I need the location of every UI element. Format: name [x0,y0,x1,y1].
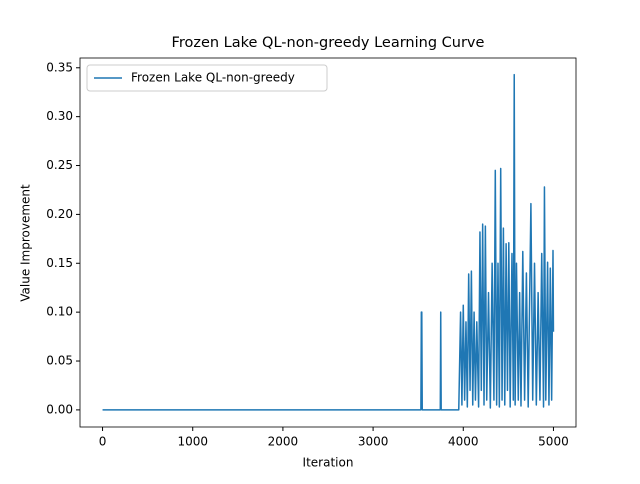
chart-title: Frozen Lake QL-non-greedy Learning Curve [172,35,485,51]
x-tick-label: 2000 [268,435,299,449]
x-tick-label: 0 [99,435,107,449]
y-tick-label: 0.35 [46,60,73,74]
x-tick-label: 3000 [358,435,389,449]
y-tick-label: 0.15 [46,256,73,270]
y-tick-label: 0.20 [46,207,73,221]
x-axis-label: Iteration [303,456,354,470]
y-axis-label: Value Improvement [19,184,33,302]
x-tick-label: 5000 [538,435,569,449]
y-tick-label: 0.10 [46,305,73,319]
y-tick-label: 0.05 [46,354,73,368]
data-line [102,73,555,411]
legend-box [86,64,328,92]
x-tick-label: 4000 [448,435,479,449]
y-tick-label: 0.25 [46,158,73,172]
y-tick-label: 0.30 [46,109,73,123]
y-tick-label: 0.00 [46,402,73,416]
x-tick-label: 1000 [177,435,208,449]
legend-label: Frozen Lake QL-non-greedy [131,71,295,85]
plot-frame [79,57,577,428]
